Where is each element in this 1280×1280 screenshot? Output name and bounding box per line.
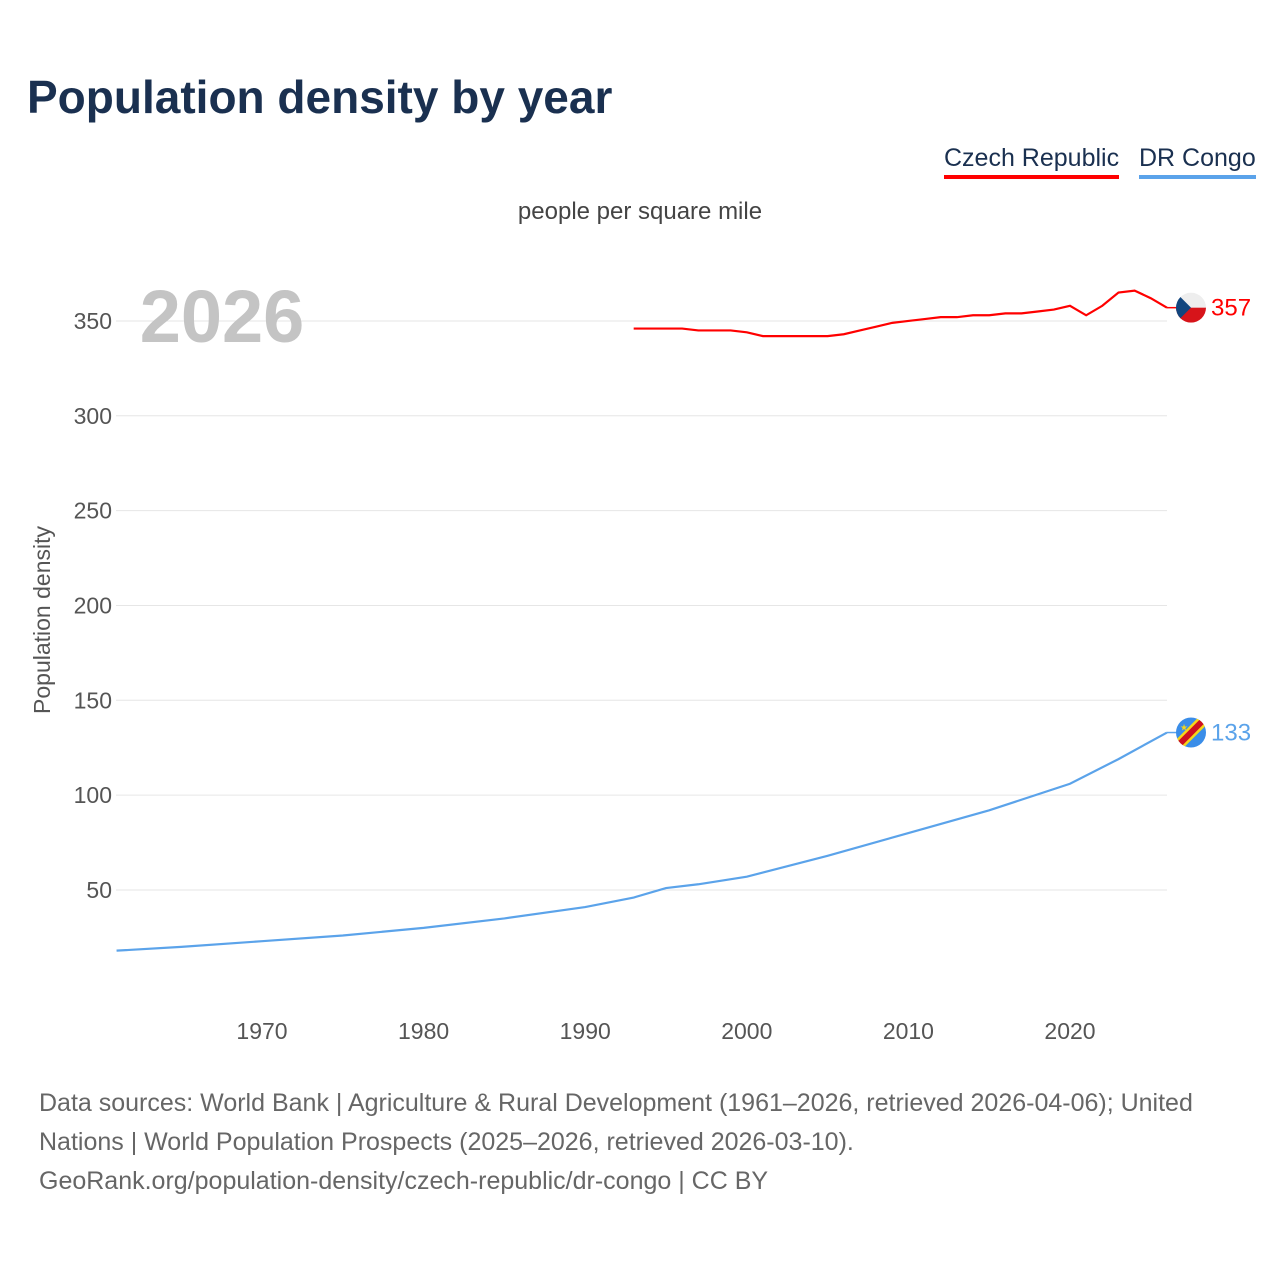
drc-flag-icon: ★	[1176, 717, 1206, 748]
czech-flag-icon	[1176, 292, 1206, 323]
y-tick-label: 150	[74, 687, 112, 713]
chart-title: Population density by year	[27, 71, 613, 123]
footer: Data sources: World Bank | Agriculture &…	[39, 1084, 1249, 1201]
series-line-1[interactable]	[116, 731, 1168, 952]
legend-dr-congo[interactable]: DR Congo	[1139, 144, 1256, 179]
x-tick-label: 2000	[721, 1018, 772, 1044]
legend-czech-republic[interactable]: Czech Republic	[944, 144, 1120, 179]
y-tick-label: 200	[74, 592, 112, 618]
y-tick-label: 100	[74, 782, 112, 808]
unit-label: people per square mile	[517, 198, 763, 225]
svg-text:★: ★	[1180, 723, 1188, 733]
series-line-0[interactable]	[633, 289, 1168, 338]
y-tick-label: 350	[74, 308, 112, 334]
x-tick-label: 1980	[398, 1018, 449, 1044]
end-value-label: 133	[1211, 720, 1251, 747]
y-axis-label: Population density	[29, 526, 55, 714]
y-tick-label: 50	[86, 877, 112, 903]
x-tick-label: 1970	[236, 1018, 287, 1044]
credit-link[interactable]: GeoRank.org/population-density/czech-rep…	[39, 1167, 769, 1195]
x-tick-label: 2020	[1044, 1018, 1095, 1044]
end-value-label: 357	[1211, 295, 1251, 322]
y-tick-label: 250	[74, 498, 112, 524]
year-watermark: 2026	[140, 275, 305, 358]
x-tick-label: 1990	[560, 1018, 611, 1044]
x-tick-label: 2010	[883, 1018, 934, 1044]
data-sources: Data sources: World Bank | Agriculture &…	[39, 1089, 1193, 1156]
y-tick-label: 300	[74, 403, 112, 429]
